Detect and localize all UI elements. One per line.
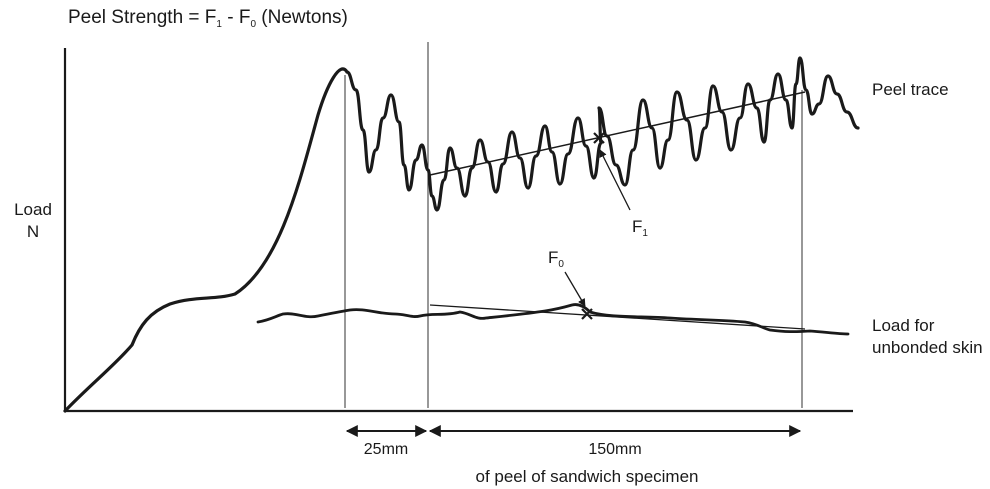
dimension-label-150mm: 150mm xyxy=(588,441,641,458)
legend-unbonded-line2: unbonded skin xyxy=(872,338,983,357)
f0-pointer-arrow xyxy=(565,272,585,306)
peel-trend-line xyxy=(430,92,805,175)
legend-unbonded-line1: Load for xyxy=(872,316,935,335)
chart-title: Peel Strength = F1 - F0 (Newtons) xyxy=(68,7,348,30)
f0-label: F0 xyxy=(548,248,564,270)
peel-trace-initial-rise xyxy=(65,69,347,411)
y-axis-label-line1: Load xyxy=(14,200,52,219)
dimension-label-25mm: 25mm xyxy=(364,441,408,458)
x-axis-label: of peel of sandwich specimen xyxy=(475,467,698,486)
f1-pointer-arrow xyxy=(600,150,630,210)
y-axis-label-line2: N xyxy=(27,222,39,241)
f1-label: F1 xyxy=(632,217,648,239)
legend-peel-trace: Peel trace xyxy=(872,80,949,99)
unbonded-skin-trace xyxy=(258,305,848,334)
